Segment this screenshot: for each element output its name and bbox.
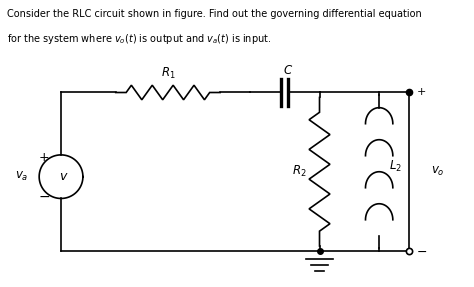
Text: $L_2$: $L_2$ bbox=[389, 159, 402, 174]
Text: −: − bbox=[417, 245, 428, 258]
Text: +: + bbox=[417, 86, 426, 96]
Text: −: − bbox=[38, 189, 50, 203]
Text: $v_a$: $v_a$ bbox=[15, 170, 28, 183]
Text: $R_1$: $R_1$ bbox=[161, 65, 175, 81]
Text: +: + bbox=[39, 151, 49, 164]
Text: $C$: $C$ bbox=[283, 64, 293, 77]
Text: $R_2$: $R_2$ bbox=[292, 164, 307, 179]
Text: v: v bbox=[59, 170, 67, 183]
Text: $v_o$: $v_o$ bbox=[431, 165, 445, 178]
Text: Consider the RLC circuit shown in figure. Find out the governing differential eq: Consider the RLC circuit shown in figure… bbox=[7, 9, 422, 19]
Text: for the system where $v_o(t)$ is output and $v_a(t)$ is input.: for the system where $v_o(t)$ is output … bbox=[7, 32, 272, 46]
